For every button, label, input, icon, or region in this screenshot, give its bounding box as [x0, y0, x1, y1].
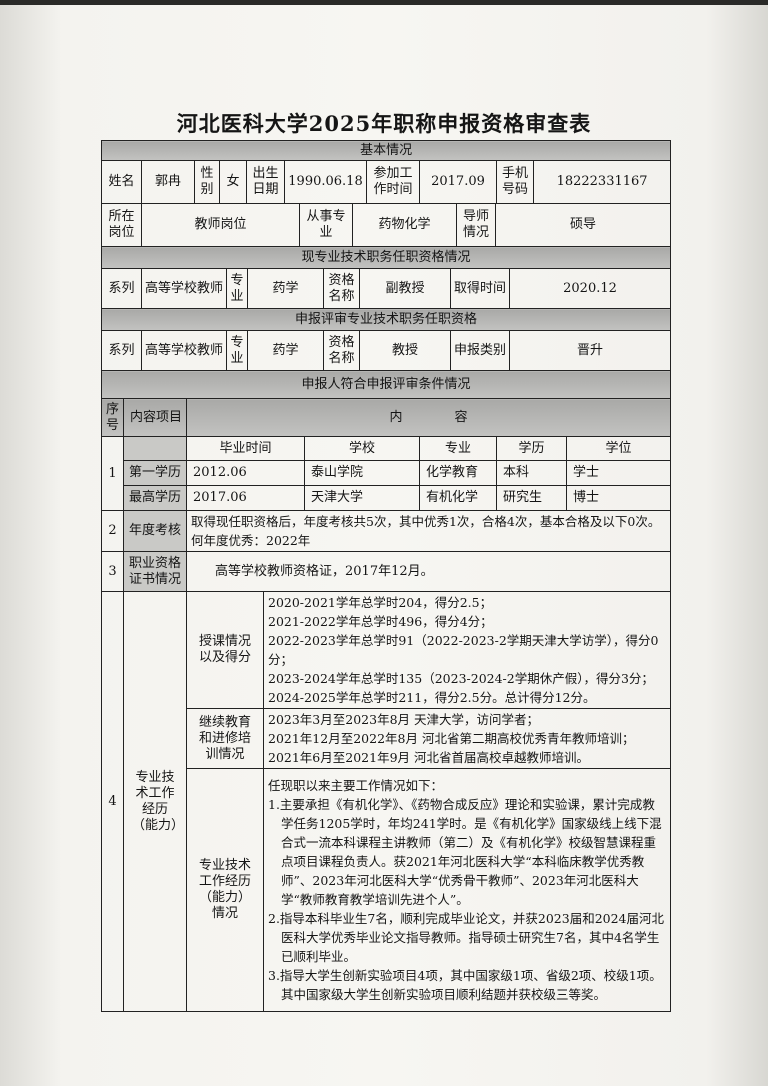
- current-qual-label: 资格名称: [323, 268, 360, 309]
- row-2-no: 2: [101, 510, 124, 552]
- training-line: 2021年6月至2021年9月 河北省首届高校卓越教师培训。: [268, 750, 590, 765]
- apply-type-label: 申报类别: [450, 330, 510, 371]
- current-time-label: 取得时间: [450, 268, 510, 309]
- basic-info-table: 基本情况 姓名 郭冉 性别 女 出生日期 1990.06.18 参加工作时间 2…: [100, 140, 672, 204]
- edu-highest-time: 2017.06: [186, 485, 305, 511]
- edu-header-school: 学校: [304, 436, 420, 461]
- edu-header-degree: 学位: [566, 436, 671, 461]
- tutor-value: 硕导: [495, 203, 671, 247]
- edu-highest-label: 最高学历: [123, 485, 187, 511]
- gender-label: 性别: [194, 160, 220, 204]
- edu-highest-major: 有机化学: [419, 485, 497, 511]
- tutor-label: 导师情况: [456, 203, 496, 247]
- edu-highest-school: 天津大学: [304, 485, 420, 511]
- section-apply-header: 申报评审专业技术职务任职资格: [100, 308, 672, 331]
- current-time-value: 2020.12: [508, 268, 672, 309]
- section-conditions-header: 申报人符合申报评审条件情况: [100, 370, 672, 399]
- gender-value: 女: [219, 160, 247, 204]
- row-1-no: 1: [101, 436, 124, 511]
- work-start-label: 参加工作时间: [366, 160, 420, 204]
- current-series-value: 高等学校教师: [141, 268, 227, 309]
- apply-series-value: 高等学校教师: [141, 330, 227, 371]
- annual-line-1: 取得现任职资格后，年度考核共5次，其中优秀1次，合格4次，基本合格及以下0次。: [191, 514, 661, 529]
- top-edge: [0, 0, 768, 5]
- edu-header-level: 学历: [496, 436, 567, 461]
- birth-label: 出生日期: [246, 160, 285, 204]
- work-start-value: 2017.09: [419, 160, 497, 204]
- name-label: 姓名: [101, 160, 142, 204]
- edu-highest-degree: 博士: [566, 485, 671, 511]
- work-item: 1.主要承担《有机化学》、《药物合成反应》理论和实验课，累计完成教学任务1205…: [268, 797, 662, 907]
- basic-info-table-2: 所在岗位 教师岗位 从事专业 药物化学 导师情况 硕导: [101, 203, 671, 247]
- work-intro: 任现职以来主要工作情况如下：: [268, 778, 444, 793]
- cert-text: 高等学校教师资格证，2017年12月。: [186, 551, 671, 592]
- post-value: 教师岗位: [141, 203, 300, 247]
- qualification-table: 现专业技术职务任职资格情况 系列 高等学校教师 专业 药学 资格名称 副教授 取…: [100, 246, 672, 399]
- work-label: 专业技术工作经历（能力）情况: [186, 768, 264, 1012]
- apply-qual-value: 教授: [359, 330, 451, 371]
- current-major-value: 药学: [247, 268, 324, 309]
- teaching-line: 2023-2024学年总学时135（2023-2024-2学期休产假），得分3分…: [268, 671, 654, 686]
- apply-type-value: 晋升: [508, 330, 672, 371]
- col-content-header: 内 容: [186, 398, 671, 437]
- row-3-no: 3: [101, 551, 124, 592]
- teaching-line: 2021-2022学年总学时496，得分4分；: [268, 614, 493, 629]
- col-item-header: 内容项目: [123, 398, 187, 437]
- edu-first-label: 第一学历: [123, 460, 187, 486]
- teaching-line: 2020-2021学年总学时204，得分2.5；: [268, 595, 493, 610]
- annual-line-2: 何年度优秀：2022年: [191, 533, 311, 548]
- phone-label: 手机号码: [496, 160, 534, 204]
- teaching-label: 授课情况以及得分: [186, 591, 264, 709]
- edu-corner: [123, 436, 187, 461]
- edu-first-school: 泰山学院: [304, 460, 420, 486]
- training-line: 2023年3月至2023年8月 天津大学，访问学者；: [268, 712, 540, 727]
- edu-highest-level: 研究生: [496, 485, 567, 511]
- edu-first-major: 化学教育: [419, 460, 497, 486]
- conditions-table: 序号 内容项目 内 容 1 毕业时间 学校 专业 学历 学位 第一学历 2012…: [101, 398, 671, 1012]
- name-value: 郭冉: [141, 160, 195, 204]
- major-label: 从事专业: [299, 203, 353, 247]
- row-4-no: 4: [101, 591, 124, 1012]
- apply-qual-label: 资格名称: [323, 330, 360, 371]
- major-value: 药物化学: [352, 203, 457, 247]
- edu-first-time: 2012.06: [186, 460, 305, 486]
- annual-label: 年度考核: [123, 510, 187, 552]
- section-basic-header: 基本情况: [100, 140, 672, 161]
- page-title: 河北医科大学2025年职称申报资格审查表: [176, 111, 592, 136]
- section-current-header: 现专业技术职务任职资格情况: [100, 246, 672, 269]
- post-label: 所在岗位: [101, 203, 142, 247]
- training-line: 2021年12月至2022年8月 河北省第二期高校优秀青年教师培训；: [268, 731, 635, 746]
- apply-major-label: 专业: [226, 330, 248, 371]
- birth-value: 1990.06.18: [284, 160, 367, 204]
- edu-first-degree: 学士: [566, 460, 671, 486]
- work-item: 3.指导大学生创新实验项目4项，其中国家级1项、省级2项、校级1项。其中国家级大…: [268, 968, 662, 1002]
- apply-major-value: 药学: [247, 330, 324, 371]
- cert-label: 职业资格证书情况: [123, 551, 187, 592]
- edu-header-major: 专业: [419, 436, 497, 461]
- apply-series-label: 系列: [101, 330, 142, 371]
- current-qual-value: 副教授: [359, 268, 451, 309]
- experience-label: 专业技术工作经历（能力）: [123, 591, 187, 1012]
- current-series-label: 系列: [101, 268, 142, 309]
- current-major-label: 专业: [226, 268, 248, 309]
- phone-value: 18222331167: [532, 160, 672, 204]
- col-no-header: 序号: [101, 398, 124, 437]
- edu-header-time: 毕业时间: [186, 436, 305, 461]
- work-item: 2.指导本科毕业生7名，顺利完成毕业论文，并获2023届和2024届河北医科大学…: [268, 911, 665, 964]
- training-label: 继续教育和进修培训情况: [186, 708, 264, 769]
- teaching-line: 2022-2023学年总学时91（2022-2023-2学期天津大学访学），得分…: [268, 633, 659, 667]
- edu-first-level: 本科: [496, 460, 567, 486]
- teaching-line: 2024-2025学年总学时211，得分2.5分。总计得分12分。: [268, 690, 596, 705]
